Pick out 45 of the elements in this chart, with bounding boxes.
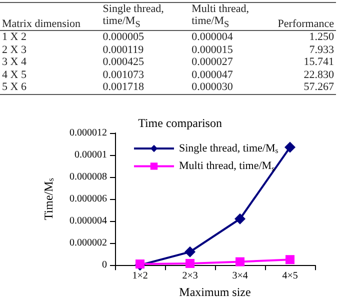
data-label: 0.000027 bbox=[190, 56, 234, 69]
category-label: 3 X 4 bbox=[1, 56, 28, 69]
y-tick-label: 0.000012 bbox=[70, 128, 107, 138]
point bbox=[286, 255, 294, 264]
category-label: 1 X 2 bbox=[1, 30, 28, 44]
y-tick-label: 0.000004 bbox=[70, 216, 107, 227]
x-tick-label: 4×5 bbox=[282, 270, 298, 282]
data-label: 0.000119 bbox=[102, 44, 145, 56]
text: Multi thread, time/M$_{S}$ bbox=[190, 2, 250, 31]
x-axis-title: Maximum size bbox=[179, 285, 251, 299]
data-label: 0.000030 bbox=[190, 81, 234, 94]
data-label: 0.000015 bbox=[190, 44, 234, 56]
y-tick-label: 0.000008 bbox=[70, 172, 107, 183]
data-label: 0.001073 bbox=[102, 68, 146, 82]
x-tick-label: 1×2 bbox=[132, 270, 148, 282]
x-tick-label: 2×3 bbox=[182, 270, 198, 282]
category-label: 4 X 5 bbox=[1, 68, 28, 82]
text: Single thread, time/M$_{S}$ bbox=[102, 2, 165, 31]
chart-title: Time comparison bbox=[138, 116, 222, 130]
data-label: 0.000005 bbox=[102, 30, 146, 44]
y-tick-label: 0.000002 bbox=[70, 238, 107, 249]
x-tick-label: 3×4 bbox=[232, 270, 248, 282]
y-tick-label: 0 bbox=[102, 260, 107, 271]
y-tick-label: 0.000006 bbox=[70, 194, 107, 205]
point bbox=[184, 246, 196, 258]
data-label: 7.933 bbox=[308, 44, 335, 56]
point bbox=[234, 213, 246, 224]
data-label: 0.000047 bbox=[190, 68, 234, 82]
data-label: 57.267 bbox=[302, 81, 335, 94]
point bbox=[236, 257, 244, 266]
y-tick-label: 0.00001 bbox=[74, 150, 107, 161]
point bbox=[284, 142, 296, 153]
data-label: 15.741 bbox=[302, 56, 335, 69]
text: Matrix dimension bbox=[1, 17, 82, 31]
category-label: 5 X 6 bbox=[1, 81, 28, 94]
data-label: 1.250 bbox=[308, 30, 335, 44]
point bbox=[136, 260, 144, 268]
data-label: 0.000004 bbox=[190, 30, 234, 44]
data-label: 0.000425 bbox=[102, 56, 146, 69]
data-label: 22.830 bbox=[302, 68, 335, 82]
category-label: 2 X 3 bbox=[1, 44, 28, 56]
point bbox=[186, 258, 194, 268]
text: Performance bbox=[276, 17, 335, 31]
y-axis-title: Time/Ms bbox=[42, 178, 56, 220]
data-label: 0.001718 bbox=[102, 81, 146, 94]
